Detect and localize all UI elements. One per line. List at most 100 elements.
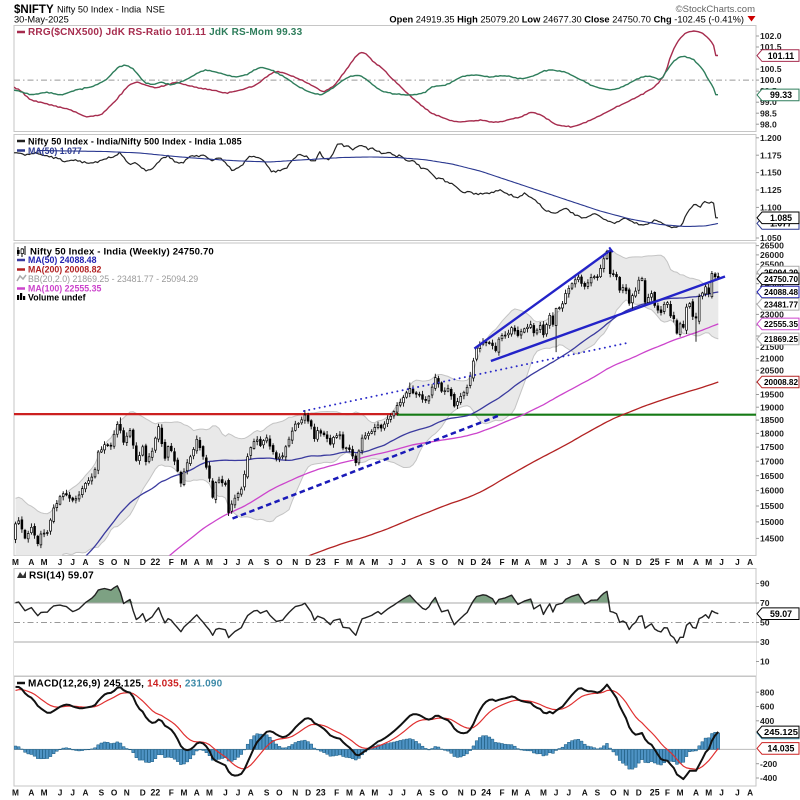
svg-text:A: A [83, 557, 89, 567]
svg-text:600: 600 [760, 702, 775, 712]
svg-text:O: O [610, 788, 617, 798]
svg-text:J: J [223, 557, 228, 567]
svg-text:100.5: 100.5 [760, 64, 782, 74]
svg-text:J: J [554, 557, 559, 567]
svg-text:M: M [705, 557, 712, 567]
svg-text:18500: 18500 [760, 415, 784, 425]
svg-text:A: A [747, 557, 753, 567]
svg-text:M: M [12, 788, 19, 798]
svg-text:26500: 26500 [760, 241, 784, 251]
svg-text:21500: 21500 [760, 342, 784, 352]
svg-text:D: D [140, 788, 146, 798]
svg-text:101.5: 101.5 [760, 42, 782, 52]
svg-text:N: N [623, 557, 629, 567]
svg-text:O: O [442, 557, 449, 567]
svg-text:O: O [442, 788, 449, 798]
svg-text:16000: 16000 [760, 486, 784, 496]
svg-text:22: 22 [151, 788, 161, 798]
svg-text:17000: 17000 [760, 456, 784, 466]
svg-text:N: N [458, 557, 464, 567]
svg-text:J: J [401, 788, 406, 798]
svg-text:A: A [525, 788, 531, 798]
svg-text:D: D [636, 557, 642, 567]
svg-text:22555.35: 22555.35 [764, 319, 798, 329]
svg-text:J: J [388, 557, 393, 567]
svg-text:10: 10 [760, 657, 770, 667]
svg-text:20008.82: 20008.82 [764, 377, 798, 387]
svg-text:O: O [111, 557, 118, 567]
svg-text:M: M [511, 788, 518, 798]
svg-text:S: S [264, 557, 270, 567]
svg-text:800: 800 [760, 687, 775, 697]
svg-text:59.07: 59.07 [770, 609, 792, 619]
svg-text:N: N [292, 788, 298, 798]
svg-text:A: A [28, 788, 34, 798]
svg-text:Nifty 50 Index - India: Nifty 50 Index - India [57, 5, 142, 15]
svg-text:98.0: 98.0 [760, 119, 777, 129]
svg-text:J: J [735, 788, 740, 798]
svg-text:M: M [206, 788, 213, 798]
svg-text:M: M [12, 557, 19, 567]
svg-text:99.33: 99.33 [770, 90, 792, 100]
svg-text:16500: 16500 [760, 471, 784, 481]
svg-text:24: 24 [481, 788, 491, 798]
svg-text:F: F [665, 788, 670, 798]
svg-text:M: M [41, 557, 48, 567]
svg-text:N: N [623, 788, 629, 798]
svg-text:J: J [223, 788, 228, 798]
svg-text:A: A [248, 557, 254, 567]
svg-text:J: J [719, 557, 724, 567]
svg-text:A: A [83, 788, 89, 798]
svg-text:J: J [554, 788, 559, 798]
svg-text:1.050: 1.050 [760, 233, 782, 243]
svg-text:15500: 15500 [760, 501, 784, 511]
svg-text:O: O [276, 557, 283, 567]
svg-text:30: 30 [760, 637, 770, 647]
svg-text:30-May-2025: 30-May-2025 [14, 15, 69, 25]
svg-text:N: N [124, 557, 130, 567]
svg-text:25: 25 [650, 788, 660, 798]
svg-text:J: J [70, 788, 75, 798]
svg-text:J: J [566, 557, 571, 567]
svg-text:15000: 15000 [760, 517, 784, 527]
svg-text:S: S [595, 557, 601, 567]
svg-text:J: J [236, 788, 241, 798]
svg-text:A: A [747, 788, 753, 798]
svg-text:J: J [719, 788, 724, 798]
svg-text:A: A [582, 557, 588, 567]
svg-text:D: D [140, 557, 146, 567]
svg-text:N: N [124, 788, 130, 798]
svg-text:J: J [58, 557, 63, 567]
svg-text:-200: -200 [760, 759, 777, 769]
svg-text:A: A [194, 557, 200, 567]
svg-text:A: A [582, 788, 588, 798]
svg-text:245.125: 245.125 [764, 727, 798, 737]
svg-text:Open 24919.35 High 25079.20 Lo: Open 24919.35 High 25079.20 Low 24677.30… [389, 15, 744, 25]
svg-text:1.125: 1.125 [760, 185, 782, 195]
svg-text:S: S [99, 557, 105, 567]
svg-text:M: M [206, 557, 213, 567]
svg-text:M: M [41, 788, 48, 798]
svg-text:A: A [359, 788, 365, 798]
svg-text:1.150: 1.150 [760, 168, 782, 178]
svg-text:25094.29: 25094.29 [764, 267, 798, 277]
svg-text:J: J [236, 557, 241, 567]
svg-text:Nifty 50 Index - India/Nifty 5: Nifty 50 Index - India/Nifty 500 Index -… [28, 137, 242, 147]
svg-text:19500: 19500 [760, 390, 784, 400]
svg-text:N: N [458, 788, 464, 798]
svg-text:M: M [677, 788, 684, 798]
svg-text:24: 24 [481, 557, 491, 567]
svg-text:J: J [735, 557, 740, 567]
svg-text:M: M [540, 557, 547, 567]
svg-text:90: 90 [760, 579, 770, 589]
svg-text:©StockCharts.com: ©StockCharts.com [676, 4, 755, 15]
svg-text:24750.70: 24750.70 [764, 274, 798, 284]
svg-text:M: M [371, 557, 378, 567]
svg-text:D: D [636, 788, 642, 798]
svg-text:1.100: 1.100 [760, 203, 782, 213]
svg-text:14.035: 14.035 [768, 744, 795, 754]
svg-text:J: J [70, 557, 75, 567]
svg-text:101.11: 101.11 [768, 51, 795, 61]
svg-text:25: 25 [650, 557, 660, 567]
svg-text:M: M [540, 788, 547, 798]
